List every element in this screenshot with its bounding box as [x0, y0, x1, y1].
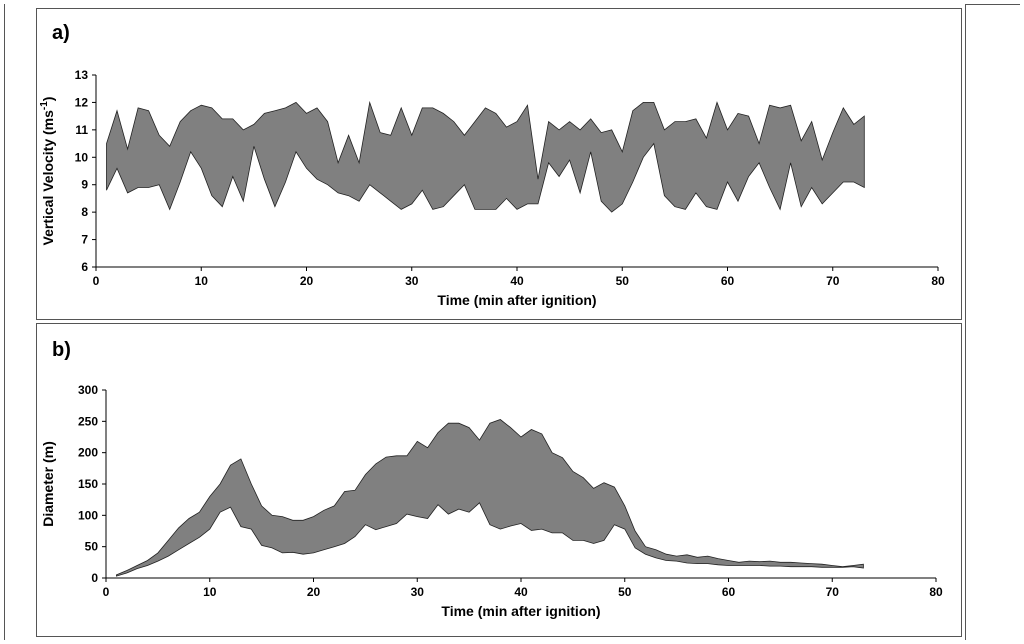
panel-a-label: a) — [52, 22, 70, 44]
x-tick-label: 20 — [307, 585, 321, 599]
y-axis-title: Diameter (m) — [40, 441, 56, 527]
y-tick-label: 13 — [75, 68, 89, 82]
panel-a-frame — [36, 8, 962, 320]
y-tick-label: 7 — [81, 233, 88, 247]
x-tick-label: 30 — [411, 585, 425, 599]
series-band-area — [106, 100, 865, 213]
outer-frame-top-right — [965, 4, 1020, 5]
x-tick-label: 10 — [203, 585, 217, 599]
x-tick-label: 70 — [826, 585, 840, 599]
x-tick-label: 0 — [93, 274, 100, 288]
y-tick-label: 9 — [81, 178, 88, 192]
y-axis-title-close: ) — [40, 97, 56, 102]
x-tick-label: 50 — [616, 274, 630, 288]
x-tick-label: 40 — [510, 274, 524, 288]
x-axis-title: Time (min after ignition) — [441, 603, 600, 619]
outer-frame-left-line — [4, 4, 5, 640]
y-tick-label: 8 — [81, 205, 88, 219]
x-tick-label: 40 — [514, 585, 528, 599]
chart-a-velocity: 6 7 8 9 10 11 12 13 0 10 20 30 40 50 60 70 80 Time (min a… — [39, 68, 945, 308]
y-tick-label: 250 — [78, 414, 98, 428]
y-tick-label: 6 — [81, 260, 88, 274]
x-tick-label: 60 — [722, 585, 736, 599]
series-band-area — [116, 419, 864, 577]
x-tick-label: 10 — [195, 274, 209, 288]
y-tick-label: 300 — [78, 383, 98, 397]
y-tick-label: 11 — [75, 123, 88, 137]
x-tick-label: 20 — [300, 274, 314, 288]
y-tick-label: 12 — [75, 95, 89, 109]
x-tick-label: 50 — [618, 585, 632, 599]
y-axis-title: Vertical Velocity (ms-1) — [39, 97, 56, 246]
y-tick-label: 150 — [78, 477, 98, 491]
x-tick-label: 30 — [405, 274, 419, 288]
y-tick-label: 0 — [91, 571, 98, 585]
y-tick-label: 10 — [75, 150, 89, 164]
y-axis-title-superscript: -1 — [39, 101, 50, 110]
x-tick-label: 70 — [826, 274, 840, 288]
x-tick-label: 60 — [721, 274, 735, 288]
y-axis-title-main: Vertical Velocity (ms — [40, 110, 56, 246]
y-tick-label: 100 — [78, 508, 98, 522]
panel-b-frame — [36, 323, 962, 637]
outer-frame-right-line — [965, 4, 966, 640]
x-axis-title: Time (min after ignition) — [437, 292, 596, 308]
panel-b-label: b) — [52, 339, 71, 361]
y-tick-label: 50 — [85, 540, 99, 554]
x-tick-label: 80 — [929, 585, 943, 599]
x-tick-label: 0 — [103, 585, 110, 599]
y-tick-label: 200 — [78, 446, 98, 460]
x-tick-label: 80 — [931, 274, 945, 288]
